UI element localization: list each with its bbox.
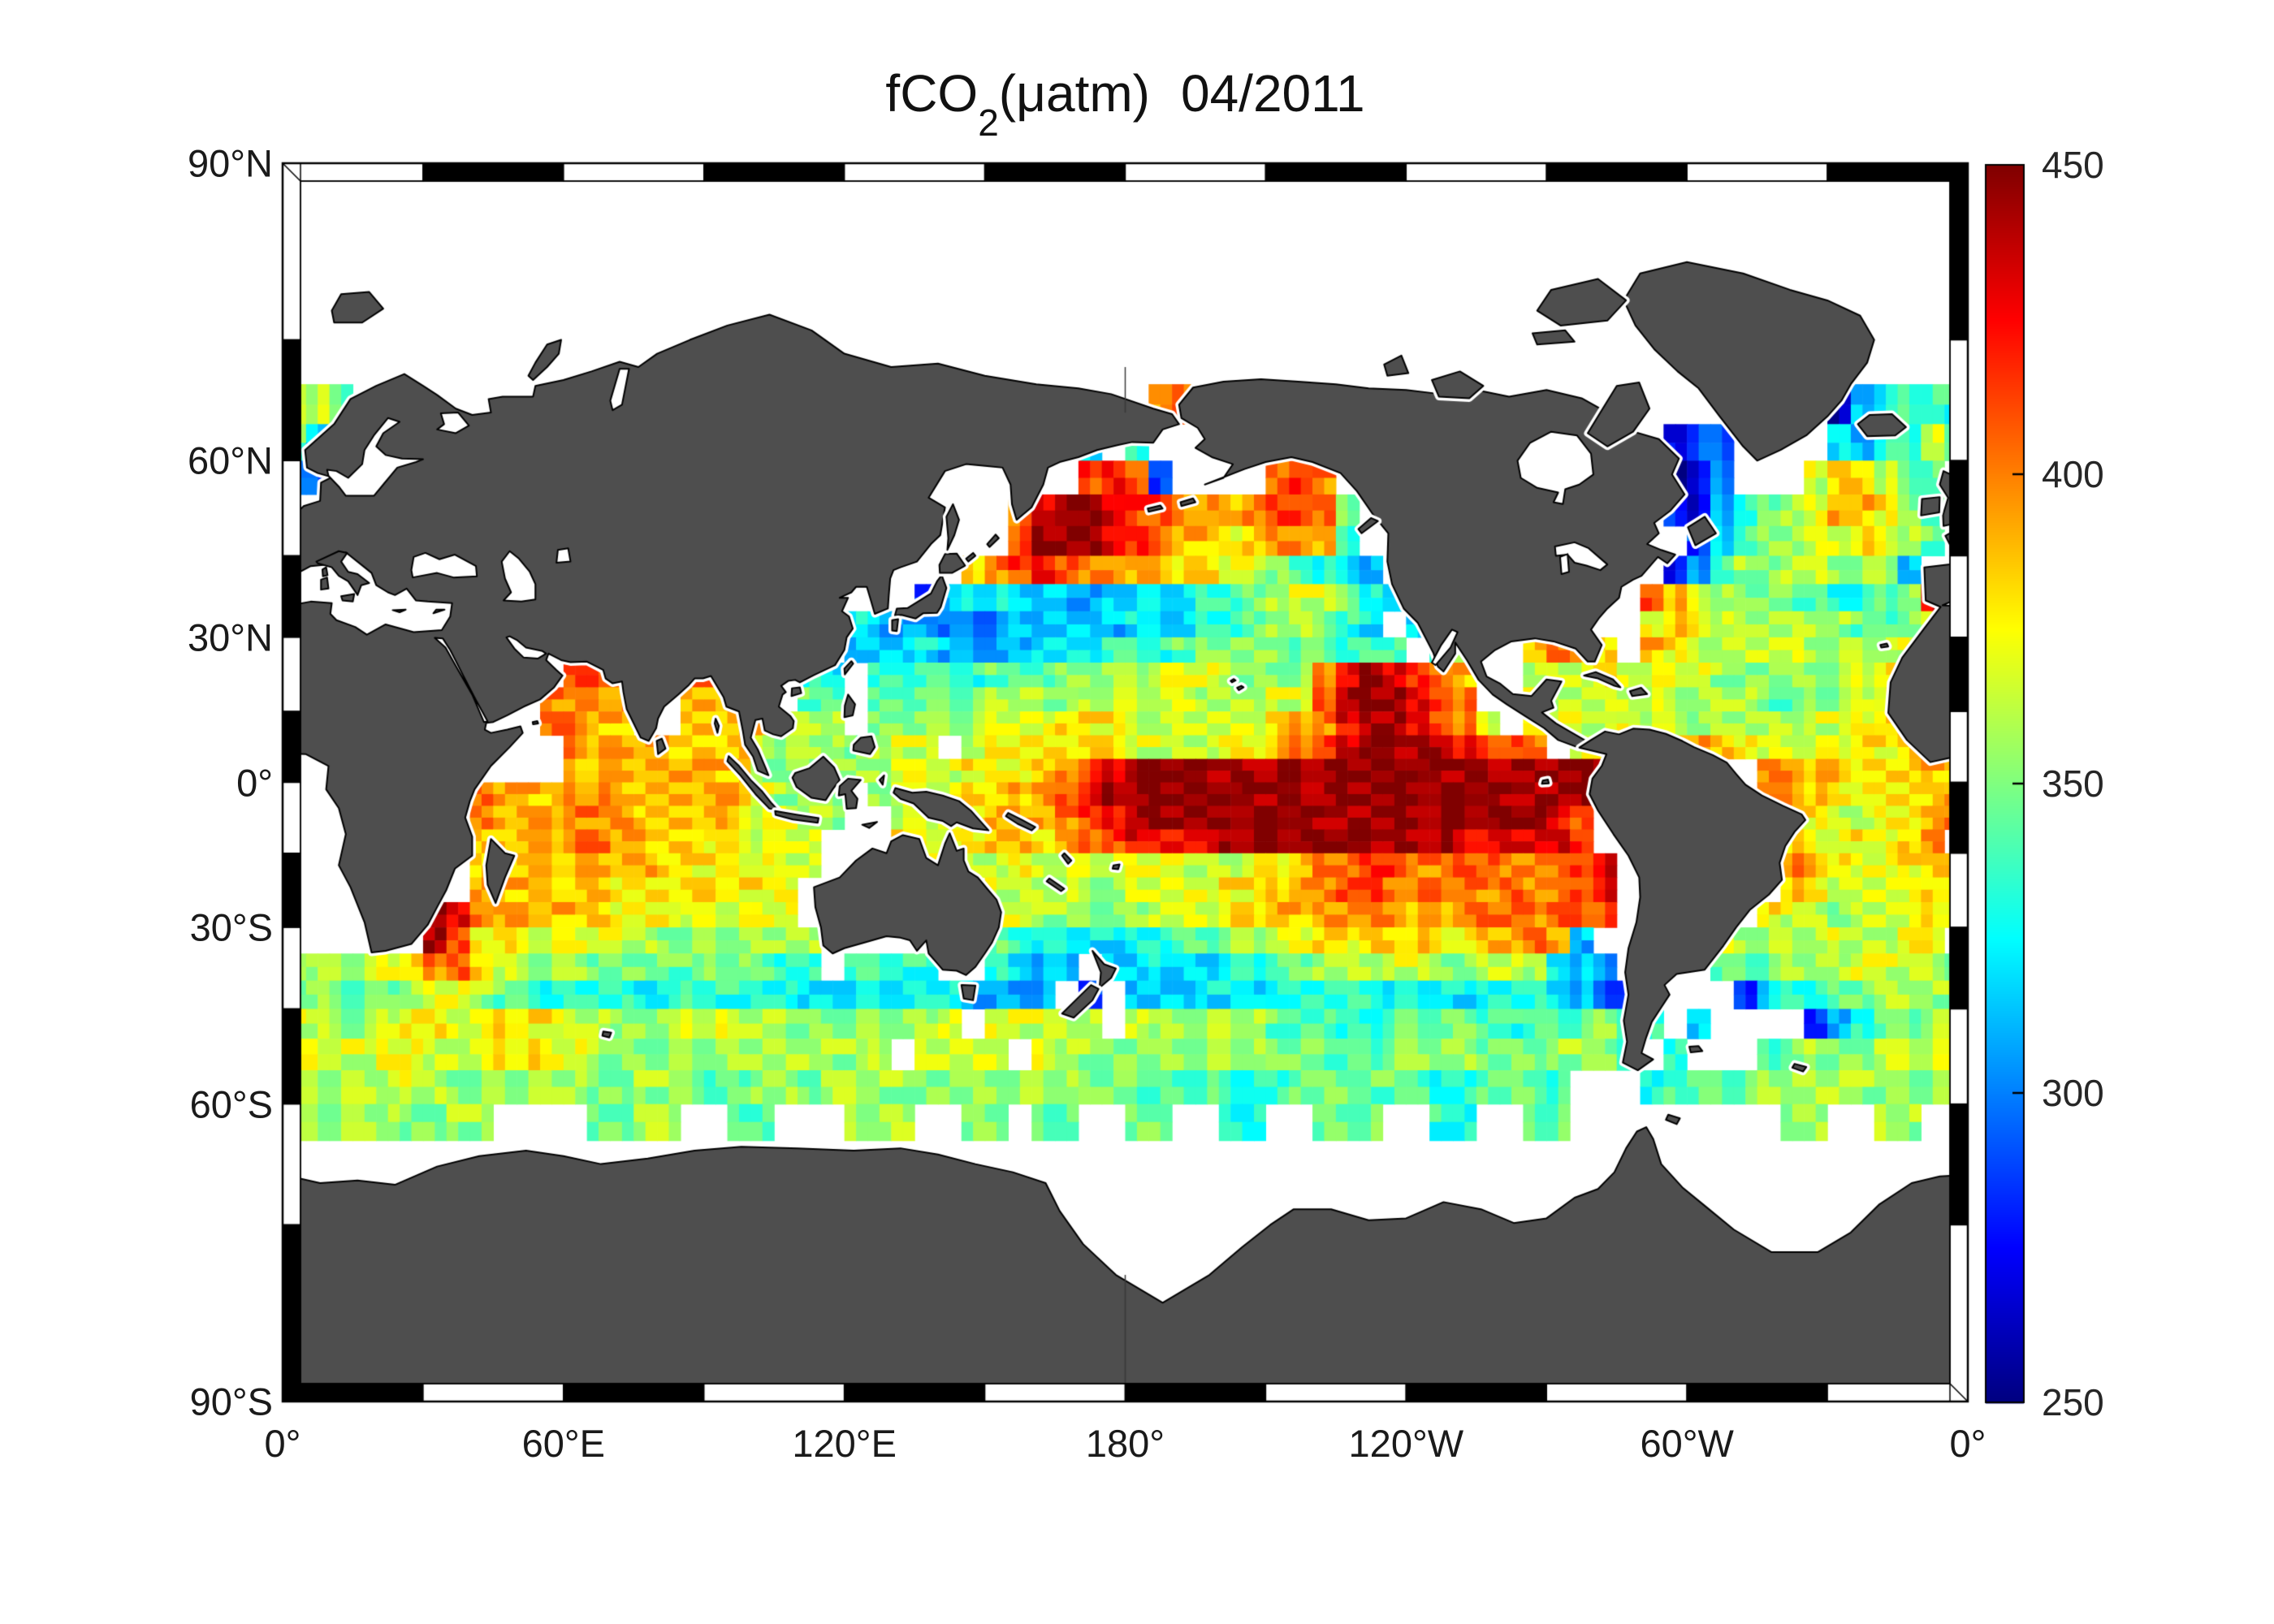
plot-title: fCO2(μatm) 04/2011 — [283, 63, 1968, 141]
colorbar-tick-label: 250 — [2042, 1381, 2104, 1423]
colorbar-tick-label: 400 — [2042, 453, 2104, 495]
lon-tick-label: 120°E — [792, 1422, 897, 1465]
lon-tick-label: 60°W — [1640, 1422, 1734, 1465]
lat-tick-label: 30°S — [189, 905, 273, 949]
lat-tick-label: 90°S — [189, 1380, 273, 1423]
lon-tick-label: 120°W — [1348, 1422, 1464, 1465]
title-subscript: 2 — [978, 101, 999, 144]
colorbar-tick-label: 450 — [2042, 144, 2104, 186]
lat-tick-label: 0° — [236, 761, 273, 804]
title-prefix: fCO — [885, 64, 979, 123]
colorbar-tick-label: 300 — [2042, 1072, 2104, 1114]
title-date: 04/2011 — [1180, 64, 1365, 123]
lon-tick-label: 0° — [264, 1422, 301, 1465]
lon-tick-label: 0° — [1949, 1422, 1987, 1465]
lat-tick-label: 60°S — [189, 1082, 273, 1126]
lon-tick-label: 180° — [1085, 1422, 1165, 1465]
lat-tick-label: 90°N — [187, 141, 273, 185]
colorbar-tick-label: 350 — [2042, 762, 2104, 805]
lon-tick-label: 60°E — [521, 1422, 606, 1465]
title-units: (μatm) — [998, 64, 1150, 123]
lat-tick-label: 30°N — [187, 615, 273, 659]
lat-tick-label: 60°N — [187, 438, 273, 482]
